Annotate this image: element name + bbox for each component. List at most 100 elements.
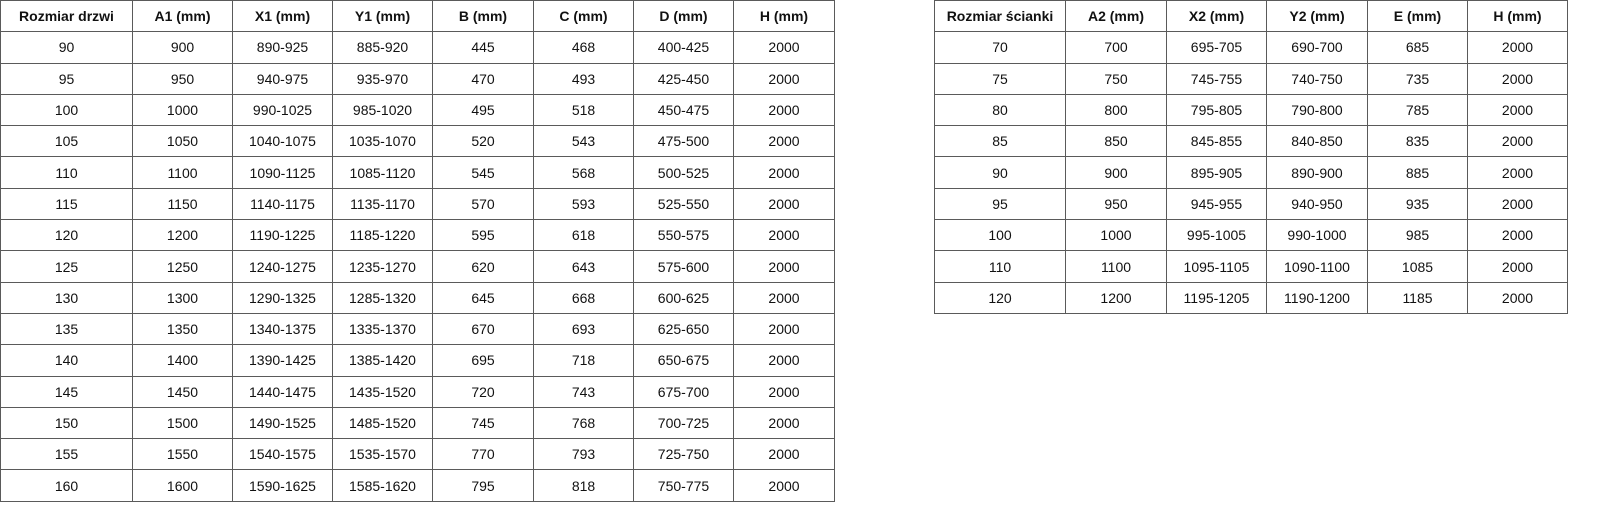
- table-cell: 745-755: [1166, 62, 1267, 95]
- table-cell: 2000: [733, 438, 835, 471]
- table-row: 115 1150 1140-1175 1135-1170 570 593 525-550 20…: [0, 187, 835, 221]
- table-row: 95 950 940-975 935-970 470 493 425-450 2000: [0, 62, 835, 95]
- column-header: Y2 (mm): [1266, 0, 1368, 33]
- table-cell: 768: [533, 406, 634, 440]
- table-cell: 120: [934, 281, 1066, 314]
- table-cell: 793: [533, 438, 634, 471]
- table-cell: 645: [432, 281, 534, 314]
- table-cell: 568: [533, 156, 634, 189]
- table-cell: 95: [934, 187, 1066, 221]
- table-row: 155 1550 1540-1575 1535-1570 770 793 725-750 20…: [0, 438, 835, 471]
- table-cell: 1385-1420: [332, 344, 433, 377]
- table-cell: 135: [0, 312, 133, 346]
- table-cell: 2000: [733, 375, 835, 408]
- table-cell: 795: [432, 469, 534, 502]
- table-cell: 90: [934, 156, 1066, 189]
- table-cell: 445: [432, 31, 534, 64]
- table-cell: 2000: [733, 250, 835, 283]
- table-cell: 125: [0, 250, 133, 283]
- table-cell: 800: [1065, 93, 1167, 127]
- column-header: E (mm): [1367, 0, 1468, 33]
- table-cell: 995-1005: [1166, 219, 1267, 252]
- table-cell: 700: [1065, 31, 1167, 64]
- table-cell: 1090-1125: [232, 156, 333, 189]
- table-cell: 770: [432, 438, 534, 471]
- table-cell: 2000: [733, 469, 835, 502]
- table-cell: 75: [934, 62, 1066, 95]
- table-row: 75 750 745-755 740-750 735 2000: [934, 62, 1568, 95]
- table-cell: 1585-1620: [332, 469, 433, 502]
- table-row: 125 1250 1240-1275 1235-1270 620 643 575-600 20…: [0, 250, 835, 283]
- table-cell: 2000: [1467, 125, 1568, 158]
- table-cell: 155: [0, 438, 133, 471]
- table-cell: 1100: [1065, 250, 1167, 283]
- table-cell: 2000: [733, 219, 835, 252]
- table-cell: 1485-1520: [332, 406, 433, 440]
- table-cell: 735: [1367, 62, 1468, 95]
- header-row: Rozmiar drzwi A1 (mm) X1 (mm) Y1 (mm) B (mm)…: [0, 0, 835, 33]
- table-cell: 130: [0, 281, 133, 314]
- table-cell: 740-750: [1266, 62, 1368, 95]
- column-header: C (mm): [533, 0, 634, 33]
- table-cell: 990-1025: [232, 93, 333, 127]
- table-cell: 2000: [1467, 281, 1568, 314]
- table-cell: 575-600: [633, 250, 734, 283]
- table-cell: 425-450: [633, 62, 734, 95]
- table-cell: 890-925: [232, 31, 333, 64]
- table-row: 145 1450 1440-1475 1435-1520 720 743 675-700 20…: [0, 375, 835, 408]
- table-cell: 795-805: [1166, 93, 1267, 127]
- table-cell: 1085-1120: [332, 156, 433, 189]
- table-row: 90 900 890-925 885-920 445 468 400-425 2000: [0, 31, 835, 64]
- table-cell: 890-900: [1266, 156, 1368, 189]
- column-header: B (mm): [432, 0, 534, 33]
- table-row: 110 1100 1090-1125 1085-1120 545 568 500-525 20…: [0, 156, 835, 189]
- table-cell: 595: [432, 219, 534, 252]
- table-cell: 1240-1275: [232, 250, 333, 283]
- table-cell: 100: [934, 219, 1066, 252]
- table-cell: 1500: [132, 406, 233, 440]
- table-cell: 1535-1570: [332, 438, 433, 471]
- table-cell: 2000: [1467, 31, 1568, 64]
- table-cell: 643: [533, 250, 634, 283]
- table-cell: 2000: [733, 62, 835, 95]
- table-cell: 2000: [733, 187, 835, 221]
- table-row: 130 1300 1290-1325 1285-1320 645 668 600-625 20…: [0, 281, 835, 314]
- table-cell: 895-905: [1166, 156, 1267, 189]
- table-cell: 1100: [132, 156, 233, 189]
- table-cell: 1340-1375: [232, 312, 333, 346]
- column-header: X1 (mm): [232, 0, 333, 33]
- table-cell: 935-970: [332, 62, 433, 95]
- table-cell: 790-800: [1266, 93, 1368, 127]
- table-row: 100 1000 990-1025 985-1020 495 518 450-475 2000: [0, 93, 835, 127]
- table-cell: 1400: [132, 344, 233, 377]
- table-cell: 2000: [733, 281, 835, 314]
- table-cell: 695-705: [1166, 31, 1267, 64]
- table-cell: 1600: [132, 469, 233, 502]
- table-cell: 2000: [1467, 62, 1568, 95]
- table-cell: 145: [0, 375, 133, 408]
- table-cell: 518: [533, 93, 634, 127]
- table-cell: 1135-1170: [332, 187, 433, 221]
- table-cell: 1195-1205: [1166, 281, 1267, 314]
- table-cell: 695: [432, 344, 534, 377]
- table-row: 120 1200 1190-1225 1185-1220 595 618 550-575 20…: [0, 219, 835, 252]
- table-cell: 818: [533, 469, 634, 502]
- wall-size-table: Rozmiar ścianki A2 (mm) X2 (mm) Y2 (mm) E (m…: [934, 0, 1568, 314]
- table-cell: 2000: [1467, 219, 1568, 252]
- table-cell: 690-700: [1266, 31, 1368, 64]
- table-cell: 685: [1367, 31, 1468, 64]
- table-cell: 1050: [132, 125, 233, 158]
- table-cell: 2000: [733, 406, 835, 440]
- table-cell: 675-700: [633, 375, 734, 408]
- table-cell: 110: [934, 250, 1066, 283]
- table-row: 105 1050 1040-1075 1035-1070 520 543 475-500 20…: [0, 125, 835, 158]
- table-cell: 1390-1425: [232, 344, 333, 377]
- table-cell: 1235-1270: [332, 250, 433, 283]
- table-row: 80 800 795-805 790-800 785 2000: [934, 93, 1568, 127]
- table-cell: 950: [132, 62, 233, 95]
- table-cell: 520: [432, 125, 534, 158]
- table-cell: 940-975: [232, 62, 333, 95]
- column-header: H (mm): [733, 0, 835, 33]
- table-row: 70 700 695-705 690-700 685 2000: [934, 31, 1568, 64]
- table-cell: 1140-1175: [232, 187, 333, 221]
